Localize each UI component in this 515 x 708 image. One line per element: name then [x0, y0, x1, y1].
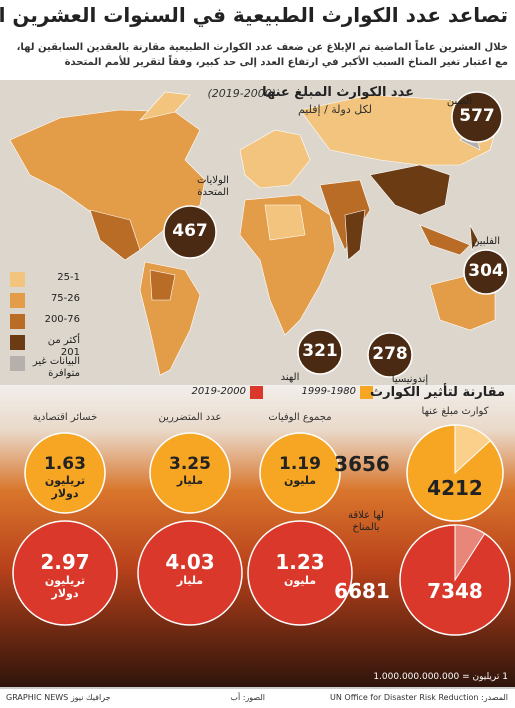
country-value: 467 — [172, 221, 208, 241]
disaster-total: 4212 — [427, 476, 483, 500]
legend-swatch — [10, 356, 25, 371]
country-bubble — [163, 205, 217, 259]
legend-swatch — [10, 272, 25, 287]
period-swatch — [360, 386, 373, 399]
country-name: إندونيسيا — [391, 374, 429, 385]
country-name: الصين — [446, 96, 472, 107]
metric-circle — [259, 432, 341, 514]
country-name: الفلبين — [472, 236, 500, 247]
metric-value: 4.03 — [165, 550, 215, 574]
country-bubble — [463, 249, 509, 295]
country-value: 304 — [468, 261, 504, 281]
metric-label: خسائر اقتصادية — [32, 412, 98, 423]
legend-label: البيانات غير متوافرة — [32, 356, 80, 379]
footnote: 1 تريليون = 1.000.000.000.000 — [373, 672, 508, 682]
comparison-title: مقارنة لتأثير الكوارث — [370, 385, 505, 400]
subtitle: خلال العشرين عاماً الماضية تم الإبلاغ عن… — [16, 42, 508, 53]
disasters-label: كوارث مبلغ عنها — [421, 406, 489, 417]
metric-unit: مليار — [176, 474, 204, 487]
metric-circle — [247, 520, 353, 626]
legend-swatch — [10, 314, 25, 329]
metric-label: عدد المتضررين — [158, 412, 222, 423]
metric-value: 1.19 — [279, 454, 321, 474]
metric-circle — [149, 432, 231, 514]
period-label: 1999-1980 — [301, 386, 356, 397]
legend-label: 75-26 — [50, 293, 80, 304]
metric-unit: مليار — [176, 574, 204, 587]
metric-unit: تريليون دولار — [44, 474, 86, 500]
metric-unit: مليون — [283, 574, 317, 587]
footer-background — [0, 687, 515, 708]
source: المصدر: UN Office for Disaster Risk Redu… — [330, 693, 508, 702]
map-period: (2019-2000) — [207, 87, 276, 100]
metric-value: 3.25 — [169, 454, 211, 474]
map-subtitle: لكل دولة / إقليم — [297, 103, 372, 116]
period-swatch — [250, 386, 263, 399]
country-value: 278 — [372, 344, 408, 364]
metric-circle — [137, 520, 243, 626]
legend-label: أكثر من 201 — [47, 335, 80, 358]
country-bubble — [297, 329, 343, 375]
metric-circle — [24, 432, 106, 514]
legend-swatch — [10, 335, 25, 350]
period-label: 2019-2000 — [191, 386, 246, 397]
title: تصاعد عدد الكوارث الطبيعية في السنوات ال… — [0, 3, 508, 27]
subtitle: مع اعتبار تغير المناخ السبب الأكبر في ار… — [64, 57, 508, 68]
country-value: 577 — [459, 106, 495, 126]
legend-label: 200-76 — [44, 314, 80, 325]
metric-value: 1.23 — [275, 550, 325, 574]
legend-label: 25-1 — [57, 272, 80, 283]
brand: GRAPHIC NEWS جرافيك نيوز — [6, 693, 111, 702]
country-name: الولايات المتحدة — [197, 175, 229, 198]
country-bubble — [451, 91, 503, 143]
metric-label: مجموع الوفيات — [268, 412, 332, 423]
country-value: 321 — [302, 341, 338, 361]
disaster-climate: 6681 — [334, 579, 390, 603]
metric-value: 1.63 — [44, 454, 86, 474]
legend-swatch — [10, 293, 25, 308]
disaster-total: 7348 — [427, 579, 483, 603]
metric-value: 2.97 — [40, 550, 90, 574]
non-climate-slice — [454, 524, 486, 582]
map-title: عدد الكوارث المبلغ عنها — [262, 85, 414, 100]
country-bubble — [367, 332, 413, 378]
world-map — [9, 91, 501, 376]
photos: الصور: أب — [230, 693, 265, 702]
metric-unit: تريليون دولار — [44, 574, 86, 600]
non-climate-slice — [454, 424, 492, 475]
metric-unit: مليون — [283, 474, 317, 487]
metric-circle — [12, 520, 118, 626]
country-name: الهند — [280, 372, 300, 383]
disaster-climate: 3656 — [334, 452, 390, 476]
climate-label: لها علاقة بالمناخ — [348, 510, 384, 533]
